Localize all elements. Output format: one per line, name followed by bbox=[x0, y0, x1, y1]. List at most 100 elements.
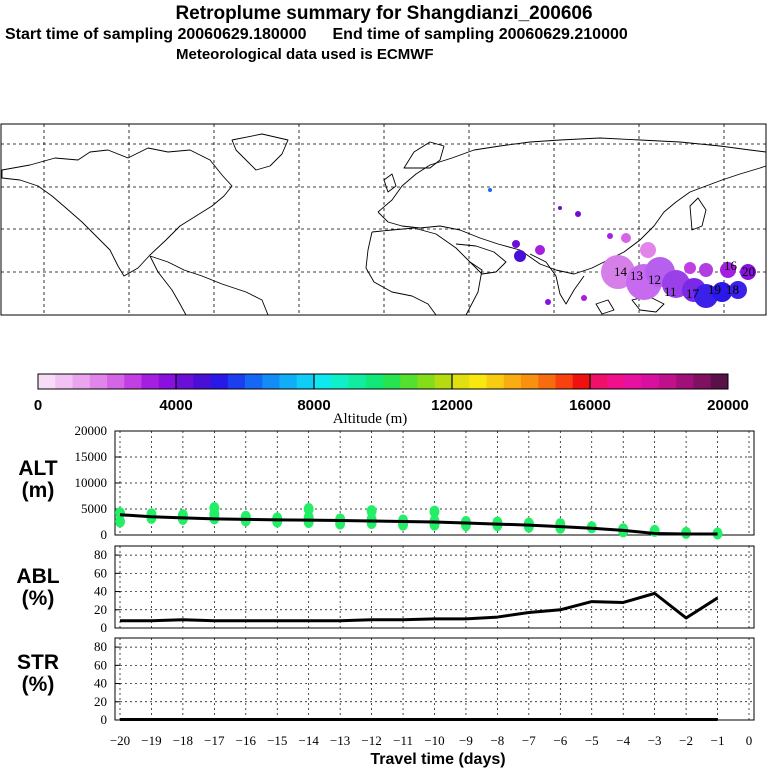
x-tick-label: −2 bbox=[679, 733, 693, 748]
colorbar-tick-label: 4000 bbox=[159, 397, 192, 414]
colorbar-cell bbox=[538, 374, 556, 389]
x-tick-label: −7 bbox=[522, 733, 536, 748]
colorbar-cell bbox=[693, 374, 712, 389]
abl-ytick-label: 0 bbox=[101, 620, 108, 635]
colorbar-cell bbox=[417, 374, 436, 389]
alt-label-line2: (m) bbox=[21, 479, 55, 502]
str-label-line1: STR bbox=[17, 651, 59, 674]
x-tick-label: −3 bbox=[648, 733, 662, 748]
colorbar-cell bbox=[314, 374, 332, 389]
alt-label-line1: ALT bbox=[18, 457, 58, 480]
alt-series-line bbox=[119, 513, 718, 536]
colorbar-cell bbox=[227, 374, 246, 389]
colorbar-cell bbox=[89, 374, 108, 389]
abl-panel: 80 60 40 20 0 bbox=[94, 545, 755, 635]
colorbar-tick-label: 8000 bbox=[297, 397, 330, 414]
abl-ytick-label: 20 bbox=[94, 602, 107, 617]
end-time-label: End time of sampling 20060629.210000 bbox=[332, 26, 628, 43]
x-tick-label: −16 bbox=[236, 733, 257, 748]
plume-label: 17 bbox=[686, 286, 700, 301]
altitude-point bbox=[209, 501, 220, 514]
alt-ytick-label: 20000 bbox=[75, 423, 108, 438]
x-tick-label: −18 bbox=[173, 733, 193, 748]
altitude-point bbox=[366, 505, 377, 518]
x-tick-label: −6 bbox=[553, 733, 567, 748]
colorbar-cell bbox=[503, 374, 522, 389]
x-tick-label: −4 bbox=[616, 733, 630, 748]
colorbar-cell bbox=[55, 374, 73, 389]
x-tick-label: −12 bbox=[361, 733, 381, 748]
colorbar-cell bbox=[107, 374, 125, 389]
str-ytick-label: 60 bbox=[94, 657, 107, 672]
plume-label: 11 bbox=[664, 284, 677, 299]
colorbar-cell bbox=[210, 374, 229, 389]
abl-ytick-label: 40 bbox=[94, 584, 107, 599]
x-tick-label: −9 bbox=[459, 733, 473, 748]
world-map: 14 13 12 11 17 19 18 16 20 bbox=[0, 123, 767, 316]
colorbar-cells bbox=[38, 374, 729, 389]
x-tick-label: −11 bbox=[393, 733, 413, 748]
abl-panel-label: ABL (%) bbox=[8, 566, 68, 610]
colorbar-cell bbox=[607, 374, 625, 389]
alt-ytick-label: 0 bbox=[101, 527, 108, 542]
str-ytick-label: 80 bbox=[94, 639, 107, 654]
x-tick-label: −14 bbox=[299, 733, 320, 748]
abl-series-line bbox=[120, 591, 719, 623]
colorbar-frame bbox=[37, 373, 729, 390]
x-axis: −20 −19 −18 −17 −16 −15 −14 −13 −12 −11 −10 −9 −8 −7−… bbox=[110, 733, 752, 748]
colorbar-cell bbox=[176, 374, 194, 389]
altitude-point bbox=[429, 518, 440, 531]
colorbar-cell bbox=[469, 374, 487, 389]
plume-label: 18 bbox=[726, 282, 739, 297]
abl-label-line2: (%) bbox=[21, 587, 55, 610]
colorbar-cell bbox=[262, 374, 280, 389]
start-time-label: Start time of sampling 20060629.180000 bbox=[5, 26, 307, 43]
page-title: Retroplume summary for Shangdianzi_20060… bbox=[175, 3, 593, 24]
colorbar-cell bbox=[383, 374, 401, 389]
colorbar-cell bbox=[296, 374, 315, 389]
x-tick-label: −19 bbox=[141, 733, 161, 748]
colorbar-cell bbox=[158, 374, 177, 389]
x-tick-label: 0 bbox=[746, 733, 753, 748]
abl-ytick-label: 60 bbox=[94, 565, 107, 580]
colorbar-cell bbox=[590, 374, 608, 389]
colorbar-cell bbox=[72, 374, 91, 389]
colorbar-cell bbox=[624, 374, 643, 389]
str-panel-label: STR (%) bbox=[8, 652, 68, 696]
colorbar-tick-label: 16000 bbox=[569, 397, 611, 414]
colorbar-cell bbox=[400, 374, 418, 389]
colorbar-cell bbox=[365, 374, 384, 389]
timeseries-panels: 20000150001000050000806040200806040200−2… bbox=[75, 423, 755, 748]
altitude-point bbox=[366, 517, 377, 530]
alt-panel: 20000 15000 10000 5000 0 bbox=[75, 423, 755, 542]
alt-panel-label: ALT (m) bbox=[8, 458, 68, 502]
altitude-point bbox=[429, 505, 440, 518]
colorbar-cell bbox=[141, 374, 160, 389]
met-data-label: Meteorological data used is ECMWF bbox=[176, 46, 434, 63]
x-tick-label: −15 bbox=[267, 733, 287, 748]
plume-label: 12 bbox=[648, 272, 661, 287]
colorbar-cell bbox=[521, 374, 539, 389]
colorbar-cell bbox=[193, 374, 211, 389]
colorbar-cell bbox=[124, 374, 142, 389]
colorbar-cell bbox=[279, 374, 298, 389]
retroplume-markers: 14 13 12 11 17 19 18 16 20 bbox=[488, 188, 756, 308]
colorbar: 0 4000 8000 12000 16000 20000 Altitude (m) bbox=[34, 373, 749, 427]
alt-ytick-label: 5000 bbox=[81, 501, 107, 516]
colorbar-tick-label: 12000 bbox=[431, 397, 473, 414]
colorbar-ticks: 0 4000 8000 12000 16000 20000 bbox=[34, 374, 749, 414]
plume-label: 19 bbox=[708, 282, 721, 297]
colorbar-cell bbox=[572, 374, 591, 389]
colorbar-cell bbox=[434, 374, 453, 389]
plume-label: 20 bbox=[742, 264, 755, 279]
coastlines bbox=[1, 133, 767, 316]
alt-ytick-label: 15000 bbox=[75, 449, 108, 464]
colorbar-cell bbox=[331, 374, 349, 389]
str-ytick-label: 40 bbox=[94, 676, 107, 691]
altitude-point bbox=[115, 515, 125, 528]
colorbar-cell bbox=[38, 374, 56, 389]
str-ytick-label: 0 bbox=[101, 712, 108, 727]
alt-ytick-label: 10000 bbox=[75, 475, 108, 490]
colorbar-tick-label: 20000 bbox=[707, 397, 749, 414]
